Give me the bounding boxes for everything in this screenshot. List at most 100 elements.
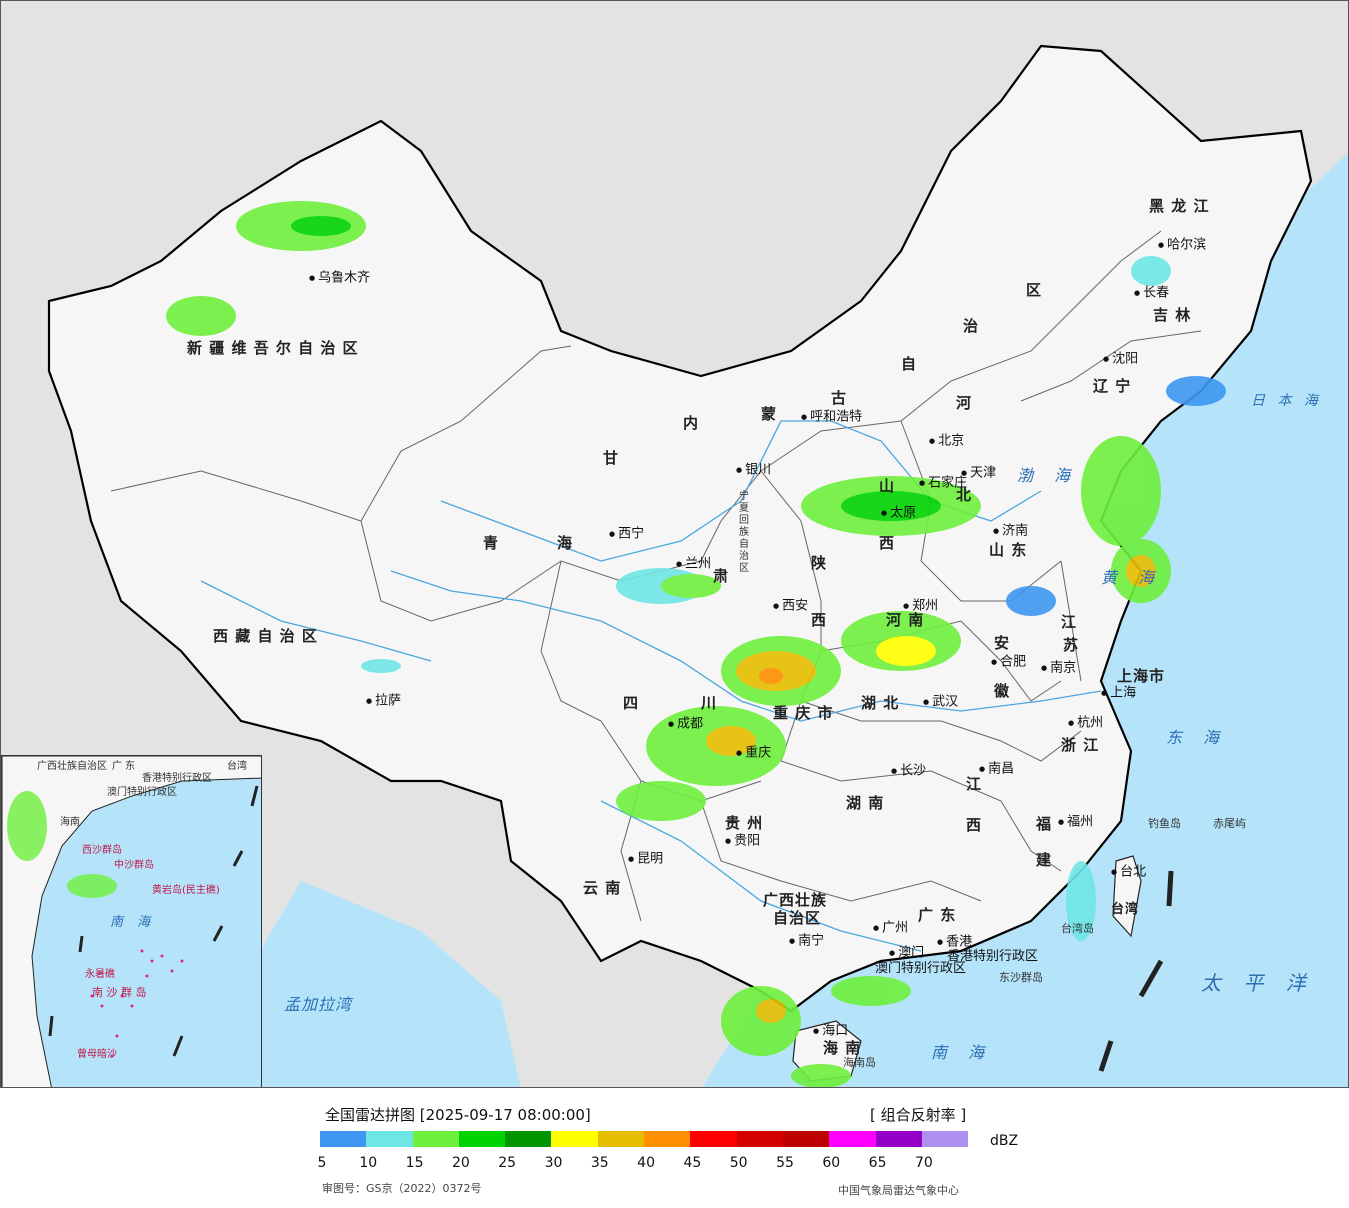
city-chengdu: 成都 (668, 717, 703, 732)
province-hubei: 湖 北 (861, 694, 900, 712)
island-hainandao: 海南岛 (843, 1056, 876, 1069)
color-swatch-0 (320, 1131, 367, 1147)
scale-tick: 70 (914, 1155, 933, 1171)
city-shanghai: 上海 (1101, 686, 1136, 701)
inset-nanhai: 南 海 (110, 915, 156, 930)
province-henan: 河 南 (886, 611, 925, 629)
province-neimenggu: 治 (963, 317, 980, 335)
province-neimenggu: 蒙 (761, 405, 778, 423)
city-nanning: 南宁 (789, 934, 824, 949)
scale-tick: 20 (451, 1155, 470, 1171)
sea-mengjialawan: 孟加拉湾 (284, 995, 353, 1014)
province-sichuan: 川 (701, 694, 718, 712)
province-guizhou: 贵 州 (725, 814, 764, 832)
scale-tick: 5 (317, 1155, 327, 1171)
inset-zhongsha: 中沙群岛 (114, 860, 154, 871)
legend-title: 全国雷达拼图 [2025-09-17 08:00:00] (325, 1106, 591, 1124)
color-swatch-4 (505, 1131, 552, 1147)
scale-tick: 40 (637, 1155, 656, 1171)
inset-hainan: 海南 (60, 817, 80, 828)
city-hohhot: 呼和浩特 (801, 410, 862, 425)
province-guangdong: 广 东 (918, 906, 957, 924)
color-swatch-3 (458, 1131, 506, 1147)
city-hangzhou: 杭州 (1068, 716, 1103, 731)
province-qinghai: 海 (557, 534, 574, 552)
inset-hk: 香港特别行政区 (142, 773, 212, 784)
province-liaoning: 辽 宁 (1093, 377, 1132, 395)
city-shijiazhuang: 石家庄 (919, 476, 967, 491)
inset-guangdong: 广 东 (112, 761, 136, 772)
city-yinchuan: 银川 (736, 463, 771, 478)
province-jiangxi: 江 (966, 775, 983, 793)
city-lanzhou: 兰州 (676, 557, 711, 572)
province-anhui: 安 (994, 634, 1011, 652)
city-lhasa: 拉萨 (366, 694, 401, 709)
city-wuhan: 武汉 (923, 695, 958, 710)
sea-ribenhai: 日 本 海 (1251, 393, 1322, 409)
province-fujian: 建 (1036, 851, 1053, 869)
legend-unit: dBZ (990, 1133, 1019, 1149)
city-chongqing: 重庆 (736, 746, 771, 761)
city-xining: 西宁 (609, 527, 644, 542)
sea-bohai: 渤 海 (1017, 466, 1079, 485)
color-swatch-6 (597, 1131, 645, 1147)
scale-tick: 50 (729, 1155, 748, 1171)
province-shaanxi: 陕 (811, 554, 828, 572)
city-fuzhou: 福州 (1058, 815, 1093, 830)
province-neimenggu: 自 (901, 355, 918, 373)
province-shaanxi: 西 (811, 611, 828, 629)
color-swatch-9 (736, 1131, 783, 1147)
color-swatch-1 (366, 1131, 413, 1147)
city-guiyang: 贵阳 (725, 834, 760, 849)
city-xian: 西安 (773, 599, 808, 614)
color-swatch-8 (690, 1131, 737, 1147)
province-hongkong: 香港特别行政区 (947, 949, 1039, 964)
scale-tick: 60 (822, 1155, 841, 1171)
province-shanxi: 山 (879, 477, 896, 495)
city-hongkong: 香港 (937, 935, 972, 950)
sea-donghai: 东 海 (1166, 728, 1228, 747)
color-swatch-10 (782, 1131, 830, 1147)
scale-tick: 25 (498, 1155, 517, 1171)
organization-name: 中国气象局雷达气象中心 (838, 1184, 959, 1197)
province-jiangsu: 江 (1061, 613, 1078, 631)
city-changsha: 长沙 (891, 764, 926, 779)
south-china-sea-inset: 广西壮族自治区 广 东 香港特别行政区 澳门特别行政区 台湾 海南 西沙群岛 中… (1, 755, 262, 1087)
inset-taiwan: 台湾 (227, 761, 247, 772)
legend: 全国雷达拼图 [2025-09-17 08:00:00] [ 组合反射率 ] d… (0, 1088, 1349, 1208)
city-harbin: 哈尔滨 (1158, 238, 1206, 253)
island-taiwandao: 台湾岛 (1061, 922, 1094, 935)
city-changchun: 长春 (1134, 286, 1169, 301)
province-jiangxi: 西 (966, 816, 983, 834)
inset-zengmu: 曾母暗沙 (77, 1049, 117, 1060)
city-hefei: 合肥 (991, 655, 1026, 670)
city-beijing: 北京 (929, 434, 964, 449)
province-fujian: 福 (1036, 815, 1053, 833)
sea-nanhai: 南 海 (931, 1043, 993, 1062)
province-shanghai: 上海市 (1117, 667, 1166, 685)
province-jilin: 吉 林 (1153, 306, 1192, 324)
province-shandong: 山 东 (989, 541, 1028, 559)
province-macao: 澳门特别行政区 (875, 961, 967, 976)
city-nanjing: 南京 (1041, 661, 1076, 676)
province-jiangsu: 苏 (1063, 636, 1080, 654)
scale-tick: 45 (683, 1155, 702, 1171)
province-gansu: 甘 (603, 449, 620, 467)
map-approval-number: 审图号：GS京（2022）0372号 (322, 1182, 482, 1195)
inset-guangxi: 广西壮族自治区 (37, 761, 107, 772)
province-ningxia: 宁夏回族自治区 (739, 491, 749, 574)
color-swatch-7 (644, 1131, 691, 1147)
inset-yongshu: 永暑礁 (85, 969, 115, 980)
radar-echoes (166, 201, 1226, 1087)
inset-huangyan: 黄岩岛(民主礁) (152, 885, 220, 896)
island-chiweiyu: 赤尾屿 (1213, 817, 1246, 830)
province-shanxi: 西 (879, 534, 896, 552)
sea-taipingyang: 太 平 洋 (1201, 971, 1314, 995)
province-xinjiang: 新 疆 维 吾 尔 自 治 区 (187, 339, 359, 357)
province-guangxi: 广西壮族 (763, 891, 828, 909)
scale-tick: 65 (868, 1155, 887, 1171)
island-dongsha: 东沙群岛 (999, 971, 1043, 984)
sea-huanghai: 黄 海 (1101, 568, 1163, 587)
color-swatch-5 (551, 1131, 598, 1147)
legend-product: [ 组合反射率 ] (870, 1106, 967, 1124)
